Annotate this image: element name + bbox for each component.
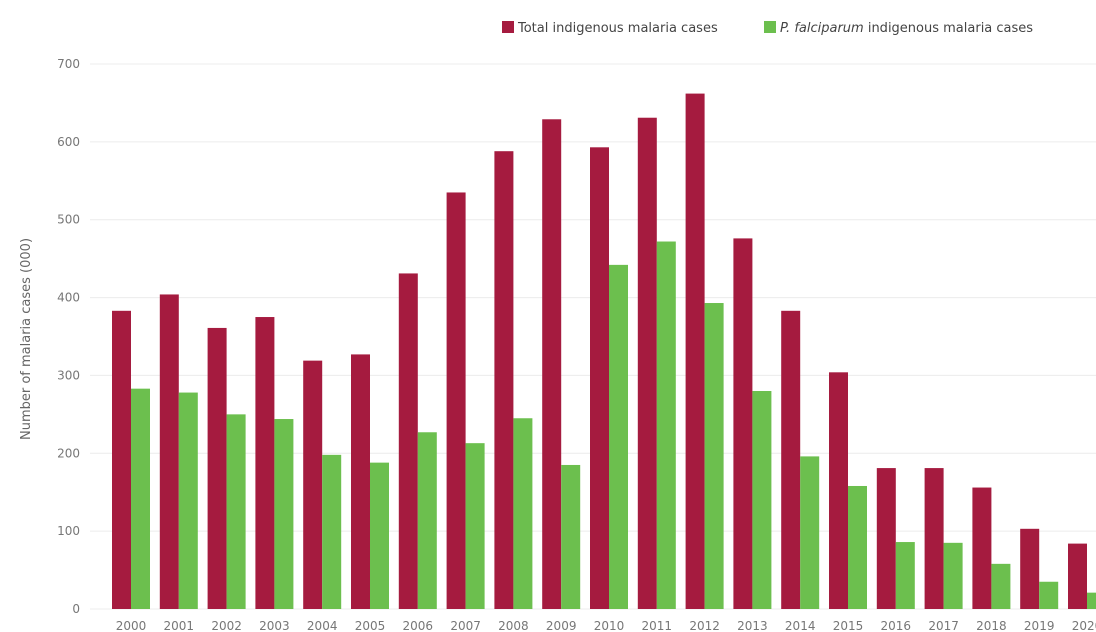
legend-swatch-falciparum [764,21,776,33]
x-tick-label: 2004 [307,619,338,632]
bar-falciparum-cases [800,456,820,609]
y-tick-label: 0 [72,602,80,616]
bar-falciparum-cases [656,241,676,609]
x-tick-label: 2010 [594,619,625,632]
bar-falciparum-cases [274,419,294,609]
bar-falciparum-cases [226,414,246,609]
legend-label-total: Total indigenous malaria cases [517,21,718,36]
bar-falciparum-cases [131,388,150,609]
x-tick-label: 2016 [881,619,912,632]
y-tick-label: 100 [57,524,80,538]
x-tick-label: 2019 [1024,619,1055,632]
y-tick-label: 300 [57,368,80,382]
legend-swatch-total [502,21,514,33]
x-tick-label: 2008 [498,619,529,632]
x-tick-label: 2006 [403,619,434,632]
bar-total-cases [542,119,562,610]
bar-total-cases [590,147,609,610]
bar-total-cases [924,468,944,609]
y-tick-label: 600 [57,135,80,149]
bar-total-cases [398,273,418,609]
bar-falciparum-cases [1039,581,1059,609]
x-tick-label: 2015 [833,619,864,632]
bar-falciparum-cases [561,464,581,609]
bar-total-cases [876,468,896,609]
bar-falciparum-cases [417,432,437,609]
bar-total-cases [159,294,179,609]
bar-total-cases [637,117,657,609]
bar-total-cases [351,354,370,609]
x-tick-label: 2020 [1072,619,1096,632]
legend-label-falciparum-italic: P. falciparum [780,21,864,36]
bar-falciparum-cases [704,303,724,609]
x-tick-label: 2009 [546,619,577,632]
x-tick-label: 2005 [355,619,386,632]
bar-total-cases [1068,543,1087,609]
bar-falciparum-cases [752,391,772,609]
x-tick-label: 2011 [642,619,673,632]
bar-total-cases [1020,528,1040,609]
bar-falciparum-cases [322,454,342,609]
bar-total-cases [733,238,753,609]
legend-label-falciparum-rest: indigenous malaria cases [864,21,1034,36]
x-tick-label: 2000 [116,619,147,632]
x-tick-label: 2007 [450,619,481,632]
x-tick-label: 2014 [785,619,816,632]
bar-falciparum-cases [848,485,867,609]
y-axis-ticks: 0 100 200 300 400 500 600 700 [57,57,80,616]
bar-falciparum-cases [513,418,533,609]
bar-falciparum-cases [609,264,628,609]
y-tick-label: 400 [57,291,80,305]
y-tick-label: 700 [57,57,80,71]
bar-total-cases [446,192,466,609]
bar-total-cases [255,317,275,609]
x-tick-label: 2001 [164,619,195,632]
legend: Total indigenous malaria cases P. falcipa… [502,21,1033,36]
bar-falciparum-cases [370,462,389,609]
bar-total-cases [685,93,705,610]
x-tick-label: 2018 [976,619,1007,632]
x-tick-label: 2002 [211,619,242,632]
x-axis-ticks: 2000 2001 2002 2003 2004 2005 2006 2007 2008 2009… [116,619,1096,632]
bar-total-cases [494,151,514,609]
bar-total-cases [972,487,992,609]
bar-total-cases [781,310,801,609]
bar-falciparum-cases [991,563,1011,609]
bar-falciparum-cases [943,542,963,609]
bars [112,93,1096,610]
bar-falciparum-cases [1087,592,1096,609]
bar-total-cases [207,327,227,609]
legend-label-falciparum: P. falciparum indigenous malaria cases [780,21,1033,36]
x-tick-label: 2013 [737,619,768,632]
x-tick-label: 2017 [928,619,959,632]
bar-falciparum-cases [465,443,485,609]
x-tick-label: 2012 [689,619,720,632]
bar-total-cases [112,310,131,609]
bar-total-cases [829,372,848,609]
bar-total-cases [303,360,323,609]
bar-falciparum-cases [178,392,198,609]
bar-falciparum-cases [895,542,915,609]
y-axis-label: Number of malaria cases (000) [19,238,34,440]
y-tick-label: 500 [57,213,80,227]
y-tick-label: 200 [57,446,80,460]
x-tick-label: 2003 [259,619,290,632]
